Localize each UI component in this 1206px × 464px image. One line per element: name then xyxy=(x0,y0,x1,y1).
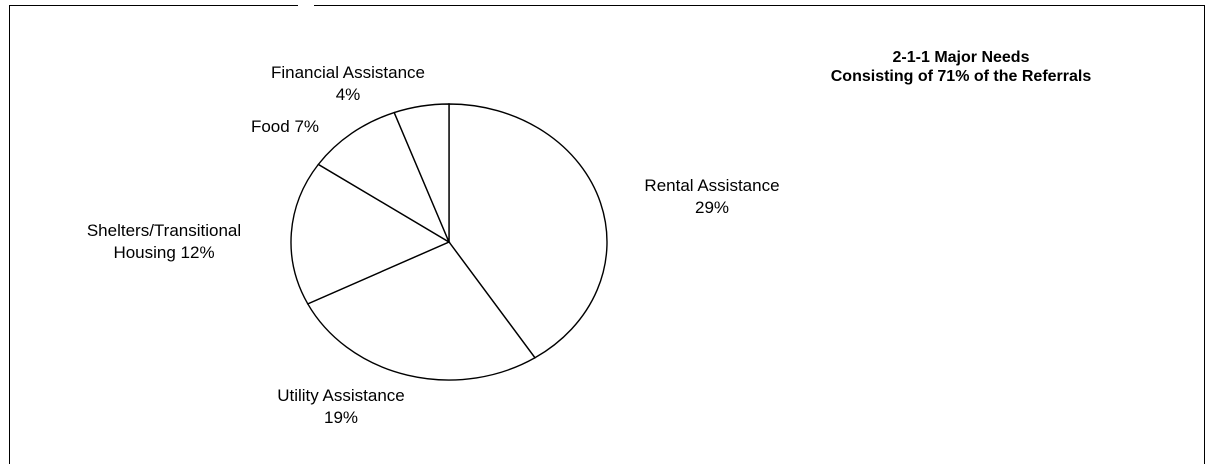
slice-label-financial-assistance: Financial Assistance 4% xyxy=(271,63,425,104)
chart-frame xyxy=(9,5,1205,464)
pie-slice-shelters-transitional-housing xyxy=(290,163,451,305)
slice-label-rental-assistance: Rental Assistance 29% xyxy=(644,176,779,217)
slice-label-utility-assistance: Utility Assistance 19% xyxy=(277,386,405,427)
pie-slices xyxy=(290,103,608,381)
pie-slice-food xyxy=(317,111,451,244)
chart-title: 2-1-1 Major Needs Consisting of 71% of th… xyxy=(831,49,1092,85)
slice-label-food: Food 7% xyxy=(251,117,319,136)
slice-label-shelters-transitional-housing: Shelters/Transitional Housing 12% xyxy=(87,221,241,262)
frame-notch xyxy=(298,0,314,6)
pie-slice-utility-assistance xyxy=(306,241,536,381)
pie-labels: Rental Assistance 29% Utility Assistance 19… xyxy=(87,63,780,427)
pie-slice-financial-assistance xyxy=(393,103,450,243)
